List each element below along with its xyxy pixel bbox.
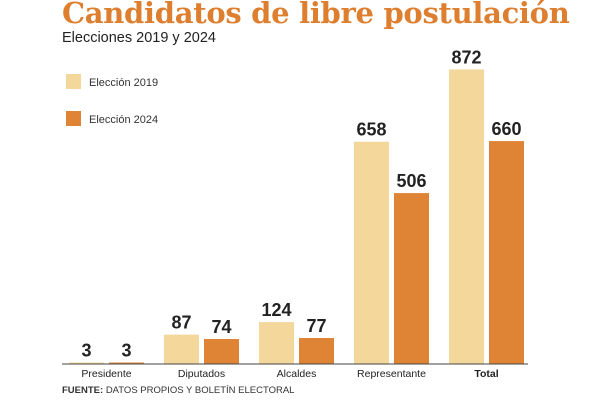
data-label-elecci-n-2019-total: 872 — [451, 47, 481, 67]
bar-elecci-n-2024-representante — [394, 193, 429, 364]
category-label-presidente: Presidente — [81, 368, 131, 380]
category-label-representante: Representante — [357, 368, 426, 380]
category-label-alcaldes: Alcaldes — [277, 368, 317, 380]
category-label-total: Total — [474, 368, 498, 380]
bar-elecci-n-2024-alcaldes — [299, 337, 334, 364]
legend-label-elecci-n-2024: Elección 2024 — [89, 114, 158, 126]
bar-elecci-n-2024-presidente — [109, 362, 144, 364]
data-label-elecci-n-2019-diputados: 87 — [171, 313, 191, 333]
chart-title: Candidatos de libre postulación — [62, 0, 570, 30]
legend-swatch-elecci-n-2024 — [66, 111, 81, 126]
data-label-elecci-n-2019-representante: 658 — [356, 120, 386, 140]
bar-elecci-n-2024-total — [489, 141, 524, 364]
source-note: FUENTE: DATOS PROPIOS Y BOLETÍN ELECTORA… — [62, 385, 294, 396]
data-label-elecci-n-2024-alcaldes: 77 — [306, 316, 326, 336]
data-label-elecci-n-2024-representante: 506 — [396, 171, 426, 191]
data-label-elecci-n-2024-presidente: 3 — [121, 341, 131, 361]
bar-elecci-n-2019-diputados — [164, 334, 199, 364]
legend-swatch-elecci-n-2019 — [66, 74, 81, 89]
bar-elecci-n-2019-presidente — [69, 362, 104, 364]
legend-label-elecci-n-2019: Elección 2019 — [89, 77, 158, 89]
source-text: DATOS PROPIOS Y BOLETÍN ELECTORAL — [105, 385, 295, 396]
bar-elecci-n-2019-representante — [354, 141, 389, 364]
data-label-elecci-n-2019-alcaldes: 124 — [261, 300, 291, 320]
bar-elecci-n-2019-total — [449, 69, 484, 365]
data-label-elecci-n-2024-total: 660 — [491, 119, 521, 139]
data-label-elecci-n-2024-diputados: 74 — [211, 317, 231, 337]
category-label-diputados: Diputados — [178, 368, 225, 380]
bar-elecci-n-2019-alcaldes — [259, 322, 294, 364]
chart-subtitle: Elecciones 2019 y 2024 — [62, 30, 216, 46]
source-label: FUENTE: — [62, 385, 104, 396]
data-label-elecci-n-2019-presidente: 3 — [81, 341, 91, 361]
bar-elecci-n-2024-diputados — [204, 339, 239, 364]
